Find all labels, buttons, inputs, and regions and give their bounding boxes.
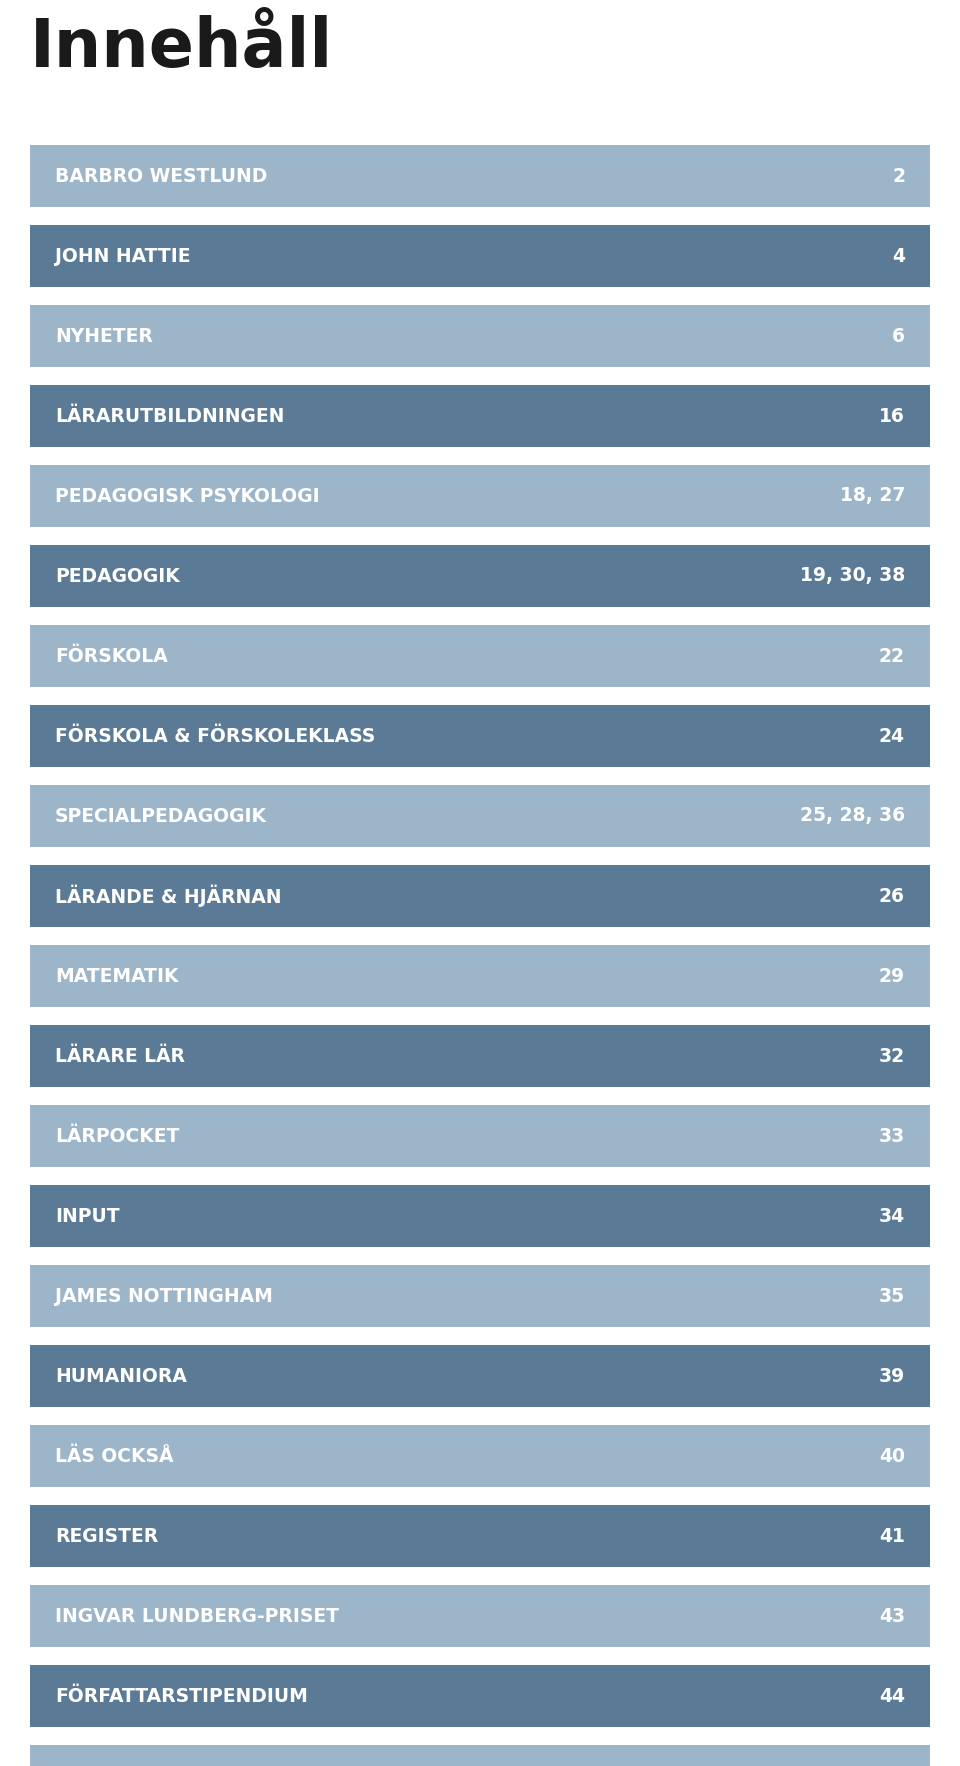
- Bar: [30, 1106, 930, 1167]
- Text: Innehåll: Innehåll: [30, 14, 333, 81]
- Text: FÖRSKOLA & FÖRSKOLEKLASS: FÖRSKOLA & FÖRSKOLEKLASS: [55, 726, 375, 745]
- Text: 40: 40: [879, 1446, 905, 1466]
- Text: 6: 6: [892, 327, 905, 346]
- Text: JOHN HATTIE: JOHN HATTIE: [55, 247, 190, 265]
- Text: 32: 32: [878, 1047, 905, 1065]
- Text: 16: 16: [879, 406, 905, 426]
- Text: MATEMATIK: MATEMATIK: [55, 966, 179, 985]
- Text: 22: 22: [879, 646, 905, 666]
- Text: 34: 34: [878, 1206, 905, 1226]
- Bar: [30, 1505, 930, 1566]
- Text: 18, 27: 18, 27: [840, 486, 905, 505]
- Bar: [30, 1024, 930, 1088]
- Bar: [30, 625, 930, 687]
- Bar: [30, 705, 930, 766]
- Text: 19, 30, 38: 19, 30, 38: [800, 567, 905, 586]
- Text: LÄRARE LÄR: LÄRARE LÄR: [55, 1047, 185, 1065]
- Bar: [30, 546, 930, 608]
- Bar: [30, 224, 930, 288]
- Text: PEDAGOGISK PSYKOLOGI: PEDAGOGISK PSYKOLOGI: [55, 486, 320, 505]
- Text: HUMANIORA: HUMANIORA: [55, 1367, 187, 1386]
- Bar: [30, 945, 930, 1007]
- Text: LÄRANDE & HJÄRNAN: LÄRANDE & HJÄRNAN: [55, 885, 281, 908]
- Text: PEDAGOGIK: PEDAGOGIK: [55, 567, 180, 586]
- Bar: [30, 385, 930, 447]
- Text: FÖRFATTARSTIPENDIUM: FÖRFATTARSTIPENDIUM: [55, 1687, 308, 1706]
- Bar: [30, 1745, 930, 1766]
- Text: LÄS OCKSÅ: LÄS OCKSÅ: [55, 1446, 174, 1466]
- Bar: [30, 1665, 930, 1727]
- Bar: [30, 1264, 930, 1326]
- Bar: [30, 1185, 930, 1247]
- Text: 41: 41: [879, 1526, 905, 1545]
- Text: INPUT: INPUT: [55, 1206, 120, 1226]
- Bar: [30, 865, 930, 927]
- Bar: [30, 786, 930, 848]
- Text: JAMES NOTTINGHAM: JAMES NOTTINGHAM: [55, 1286, 273, 1305]
- Text: NYHETER: NYHETER: [55, 327, 153, 346]
- Bar: [30, 1425, 930, 1487]
- Text: 33: 33: [878, 1127, 905, 1146]
- Text: 44: 44: [879, 1687, 905, 1706]
- Text: 2: 2: [892, 166, 905, 185]
- Text: 35: 35: [878, 1286, 905, 1305]
- Text: 26: 26: [879, 887, 905, 906]
- Bar: [30, 464, 930, 526]
- Bar: [30, 1586, 930, 1648]
- Bar: [30, 145, 930, 207]
- Text: SPECIALPEDAGOGIK: SPECIALPEDAGOGIK: [55, 807, 267, 825]
- Text: LÄRPOCKET: LÄRPOCKET: [55, 1127, 180, 1146]
- Text: 4: 4: [892, 247, 905, 265]
- Bar: [30, 306, 930, 367]
- Text: 43: 43: [878, 1607, 905, 1625]
- Text: LÄRARUTBILDNINGEN: LÄRARUTBILDNINGEN: [55, 406, 284, 426]
- Text: 29: 29: [878, 966, 905, 985]
- Bar: [30, 1346, 930, 1408]
- Text: BARBRO WESTLUND: BARBRO WESTLUND: [55, 166, 268, 185]
- Text: 25, 28, 36: 25, 28, 36: [800, 807, 905, 825]
- Text: 39: 39: [878, 1367, 905, 1386]
- Text: REGISTER: REGISTER: [55, 1526, 158, 1545]
- Text: FÖRSKOLA: FÖRSKOLA: [55, 646, 168, 666]
- Text: 24: 24: [879, 726, 905, 745]
- Text: INGVAR LUNDBERG-PRISET: INGVAR LUNDBERG-PRISET: [55, 1607, 339, 1625]
